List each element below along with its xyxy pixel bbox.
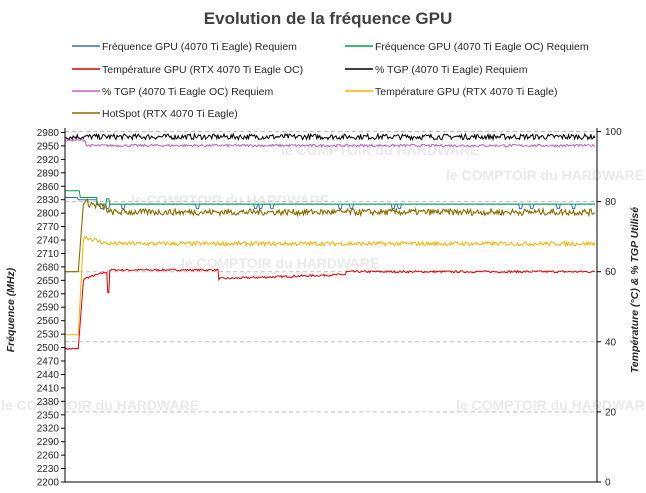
left-tick-label-3: 2290	[37, 437, 60, 448]
left-tick-label-10: 2500	[37, 343, 60, 354]
right-axis-ticks: 0 20 40 60 80 100	[597, 127, 622, 489]
left-tick-label-23: 2890	[37, 168, 60, 179]
left-tick-label-15: 2650	[37, 276, 60, 287]
left-tick-label-4: 2320	[37, 424, 60, 435]
watermark-text-3: le COMPTOIR du HARDWARE	[181, 255, 379, 271]
left-tick-label-5: 2350	[37, 410, 60, 421]
legend-label-4: % TGP (4070 Ti Eagle OC) Requiem	[102, 86, 273, 98]
right-axis-label: Température (°C) & % TGP Utilisé	[629, 207, 641, 373]
legend-label-3: % TGP (4070 Ti Eagle) Requiem	[375, 64, 528, 76]
right-tick-label-1: 20	[605, 407, 617, 418]
left-tick-label-6: 2380	[37, 397, 60, 408]
left-tick-label-7: 2410	[37, 383, 60, 394]
grid	[65, 131, 597, 413]
legend-label-1: Fréquence GPU (4070 Ti Eagle OC) Requiem	[375, 41, 589, 53]
right-tick-label-0: 0	[605, 478, 611, 489]
legend-label-0: Fréquence GPU (4070 Ti Eagle) Requiem	[102, 41, 297, 53]
left-tick-label-18: 2740	[37, 236, 60, 247]
right-tick-label-4: 80	[605, 197, 617, 208]
series-line-5	[65, 235, 596, 336]
right-tick-label-5: 100	[605, 127, 622, 138]
watermark: le COMPTOIR du HARDWARE le COMPTOIR du H…	[1, 142, 646, 413]
series-line-1	[65, 190, 595, 205]
legend-label-6: HotSpot (RTX 4070 Ti Eagle)	[102, 108, 238, 120]
left-tick-label-1: 2230	[37, 464, 60, 475]
series-group	[64, 132, 596, 350]
left-tick-label-8: 2440	[37, 370, 60, 381]
left-tick-label-9: 2470	[37, 357, 60, 368]
left-axis-label: Fréquence (MHz)	[5, 267, 17, 352]
left-tick-label-17: 2710	[37, 249, 60, 260]
watermark-text-4: le COMPTOIR du HARDWARE	[446, 167, 644, 183]
left-tick-label-0: 2200	[37, 478, 60, 489]
left-tick-label-13: 2590	[37, 303, 60, 314]
series-line-4	[64, 138, 596, 148]
legend: Fréquence GPU (4070 Ti Eagle) Requiem Fré…	[72, 41, 589, 120]
left-tick-label-11: 2530	[37, 330, 60, 341]
left-axis-ticks: 2200 2230 2260 2290 2320 2350 2380 2410 2440 2470…	[37, 128, 65, 489]
watermark-text-6: le COMPTOIR du HARDWARE	[456, 397, 646, 413]
right-tick-label-2: 40	[605, 337, 617, 348]
watermark-text-5: le COMPTOIR du HARDWARE	[1, 397, 199, 413]
watermark-text-2: le COMPTOIR du HARDWARE	[131, 192, 329, 208]
series-line-6	[65, 198, 596, 273]
legend-label-5: Température GPU (RTX 4070 Ti Eagle)	[375, 86, 557, 98]
left-tick-label-26: 2980	[37, 128, 60, 139]
left-tick-label-24: 2920	[37, 155, 60, 166]
right-tick-label-3: 60	[605, 267, 617, 278]
left-tick-label-19: 2770	[37, 222, 60, 233]
left-tick-label-22: 2860	[37, 182, 60, 193]
left-tick-label-14: 2620	[37, 289, 60, 300]
left-tick-label-12: 2560	[37, 316, 60, 327]
left-tick-label-21: 2830	[37, 195, 60, 206]
left-tick-label-25: 2950	[37, 141, 60, 152]
series-line-2	[64, 268, 596, 350]
left-tick-label-2: 2260	[37, 451, 60, 462]
left-tick-label-20: 2800	[37, 209, 60, 220]
left-tick-label-16: 2680	[37, 262, 60, 273]
chart-title: Evolution de la fréquence GPU	[204, 9, 452, 28]
legend-label-2: Température GPU (RTX 4070 Ti Eagle OC)	[102, 64, 303, 76]
series-line-3	[64, 132, 596, 142]
